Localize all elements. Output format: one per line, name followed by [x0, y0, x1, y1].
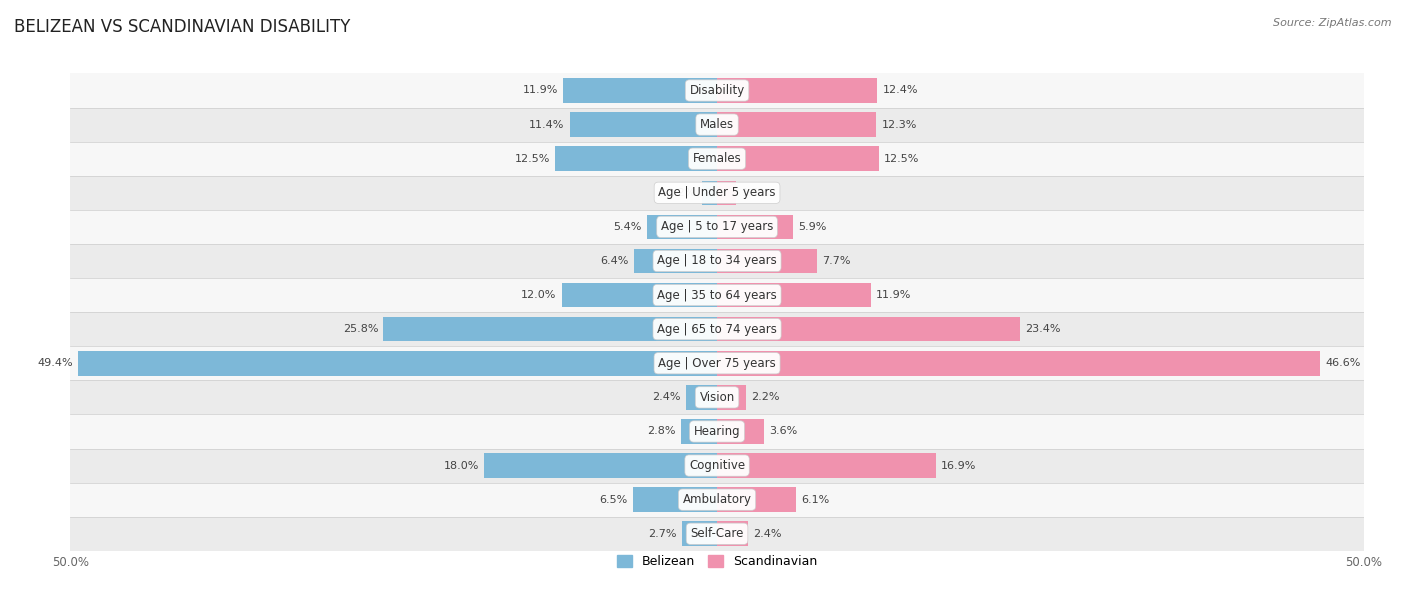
Text: 11.4%: 11.4%	[529, 119, 564, 130]
Text: Cognitive: Cognitive	[689, 459, 745, 472]
Bar	[717, 453, 935, 478]
Bar	[564, 78, 717, 103]
Bar	[634, 248, 717, 273]
Legend: Belizean, Scandinavian: Belizean, Scandinavian	[612, 550, 823, 573]
Text: BELIZEAN VS SCANDINAVIAN DISABILITY: BELIZEAN VS SCANDINAVIAN DISABILITY	[14, 18, 350, 36]
Text: 1.2%: 1.2%	[668, 188, 696, 198]
Bar	[717, 113, 876, 137]
Bar	[79, 351, 717, 376]
Bar	[717, 248, 817, 273]
Bar	[384, 317, 717, 341]
Text: 46.6%: 46.6%	[1324, 358, 1361, 368]
Bar	[717, 215, 793, 239]
Text: 6.1%: 6.1%	[801, 494, 830, 505]
Bar	[717, 317, 1019, 341]
Bar	[682, 521, 717, 546]
Text: 12.4%: 12.4%	[883, 86, 918, 95]
Text: 2.8%: 2.8%	[647, 427, 676, 436]
Bar	[717, 78, 877, 103]
Text: 2.4%: 2.4%	[652, 392, 681, 402]
Text: Self-Care: Self-Care	[690, 528, 744, 540]
Text: Age | 5 to 17 years: Age | 5 to 17 years	[661, 220, 773, 233]
Text: Males: Males	[700, 118, 734, 131]
Text: 6.4%: 6.4%	[600, 256, 628, 266]
Bar	[562, 283, 717, 307]
Bar	[70, 176, 1364, 210]
Text: 5.4%: 5.4%	[613, 222, 643, 232]
Text: 2.2%: 2.2%	[751, 392, 779, 402]
Text: Age | 65 to 74 years: Age | 65 to 74 years	[657, 323, 778, 335]
Bar	[717, 521, 748, 546]
Bar	[633, 487, 717, 512]
Bar	[70, 346, 1364, 380]
Text: 18.0%: 18.0%	[444, 461, 479, 471]
Bar	[484, 453, 717, 478]
Text: 6.5%: 6.5%	[599, 494, 628, 505]
Text: Hearing: Hearing	[693, 425, 741, 438]
Text: 23.4%: 23.4%	[1025, 324, 1060, 334]
Text: 11.9%: 11.9%	[876, 290, 911, 300]
Bar	[70, 108, 1364, 141]
Text: 16.9%: 16.9%	[941, 461, 976, 471]
Bar	[717, 487, 796, 512]
Text: 12.5%: 12.5%	[884, 154, 920, 163]
Bar	[717, 181, 737, 205]
Text: 12.3%: 12.3%	[882, 119, 917, 130]
Text: 2.7%: 2.7%	[648, 529, 676, 539]
Text: Age | Under 5 years: Age | Under 5 years	[658, 186, 776, 200]
Text: 25.8%: 25.8%	[343, 324, 378, 334]
Text: 1.5%: 1.5%	[741, 188, 770, 198]
Text: 2.4%: 2.4%	[754, 529, 782, 539]
Bar	[717, 283, 870, 307]
Text: Females: Females	[693, 152, 741, 165]
Bar	[70, 449, 1364, 483]
Bar	[717, 419, 763, 444]
Text: Disability: Disability	[689, 84, 745, 97]
Text: 49.4%: 49.4%	[38, 358, 73, 368]
Bar	[70, 73, 1364, 108]
Text: Age | Over 75 years: Age | Over 75 years	[658, 357, 776, 370]
Bar	[702, 181, 717, 205]
Bar	[70, 278, 1364, 312]
Bar	[555, 146, 717, 171]
Bar	[569, 113, 717, 137]
Bar	[717, 351, 1320, 376]
Bar	[70, 414, 1364, 449]
Bar	[70, 244, 1364, 278]
Text: Ambulatory: Ambulatory	[682, 493, 752, 506]
Text: Source: ZipAtlas.com: Source: ZipAtlas.com	[1274, 18, 1392, 28]
Text: 11.9%: 11.9%	[523, 86, 558, 95]
Text: Age | 18 to 34 years: Age | 18 to 34 years	[657, 255, 778, 267]
Bar	[70, 380, 1364, 414]
Bar	[686, 385, 717, 409]
Text: Age | 35 to 64 years: Age | 35 to 64 years	[657, 289, 778, 302]
Bar	[70, 141, 1364, 176]
Text: 12.0%: 12.0%	[522, 290, 557, 300]
Text: 12.5%: 12.5%	[515, 154, 550, 163]
Bar	[70, 210, 1364, 244]
Text: 5.9%: 5.9%	[799, 222, 827, 232]
Bar	[647, 215, 717, 239]
Text: 3.6%: 3.6%	[769, 427, 797, 436]
Text: 7.7%: 7.7%	[823, 256, 851, 266]
Bar	[70, 517, 1364, 551]
Bar	[681, 419, 717, 444]
Bar	[717, 385, 745, 409]
Bar	[717, 146, 879, 171]
Text: Vision: Vision	[699, 391, 735, 404]
Bar	[70, 483, 1364, 517]
Bar	[70, 312, 1364, 346]
